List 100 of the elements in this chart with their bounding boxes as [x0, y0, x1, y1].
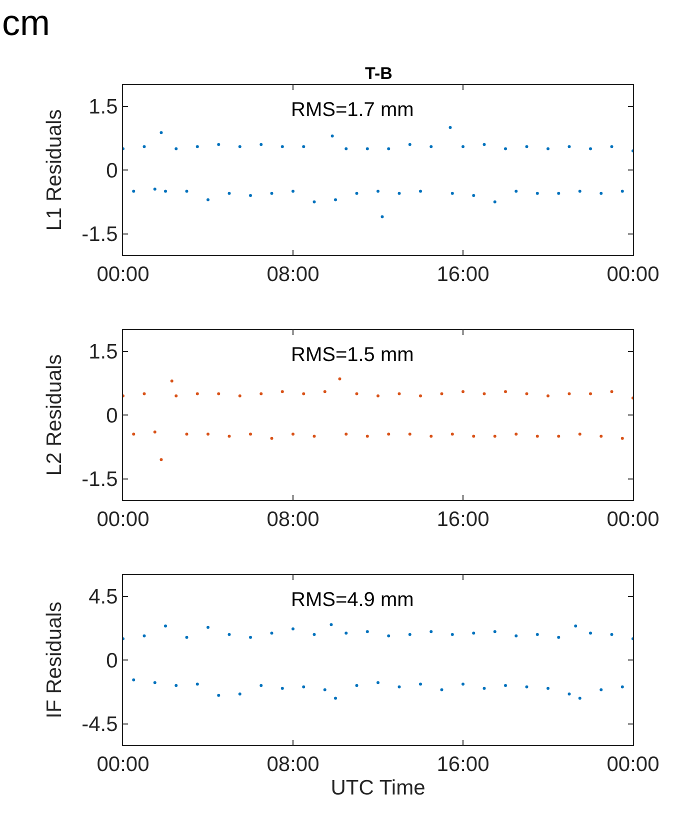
annotation: RMS=1.5 mm [291, 344, 414, 366]
x-axis-title: UTC Time [330, 776, 426, 800]
point [600, 434, 603, 438]
point [430, 434, 433, 438]
point [355, 392, 358, 396]
point [174, 684, 178, 687]
y-tick-label: 1.5 [88, 340, 118, 364]
point [280, 390, 284, 394]
point [312, 434, 316, 438]
point [589, 392, 592, 396]
point [589, 147, 592, 150]
point [462, 390, 464, 394]
y-tick-label: -4.5 [82, 713, 118, 736]
x-tick-label: 16:00 [436, 263, 490, 286]
point [557, 192, 560, 195]
point [568, 692, 571, 696]
point [398, 192, 401, 195]
chart-subtitle: cm [2, 2, 50, 43]
point [280, 145, 284, 148]
point [238, 692, 242, 696]
point [620, 190, 624, 193]
point [504, 390, 507, 394]
point [546, 394, 550, 398]
point [312, 200, 316, 204]
point [132, 432, 136, 436]
point [160, 131, 163, 134]
point [525, 392, 528, 396]
point [546, 686, 550, 690]
point [536, 633, 539, 636]
point [514, 190, 518, 193]
y-tick-label: -1.5 [82, 468, 118, 492]
point [153, 188, 156, 191]
point [482, 686, 486, 690]
point [355, 192, 358, 195]
point [270, 632, 274, 635]
point [440, 392, 444, 396]
point [292, 627, 294, 630]
x-tick-label: 08:00 [266, 508, 320, 532]
point [578, 190, 582, 193]
point [620, 685, 624, 688]
y-axis-title: L2 Residuals [42, 354, 66, 476]
point [462, 682, 464, 686]
point [493, 200, 496, 204]
point [504, 684, 507, 687]
point [620, 436, 624, 440]
point [376, 681, 380, 684]
point [238, 145, 242, 148]
point [260, 143, 263, 146]
y-tick-label: 0 [106, 159, 118, 182]
point [142, 392, 146, 396]
point [408, 143, 412, 146]
point [387, 634, 390, 638]
point [440, 688, 444, 692]
point [338, 377, 342, 380]
point [217, 143, 220, 146]
y-axis-title: IF Residuals [42, 602, 66, 718]
x-tick-label: 00:00 [606, 508, 660, 532]
point [525, 145, 528, 148]
point [482, 143, 486, 146]
point [174, 394, 178, 398]
point [472, 632, 476, 635]
point [610, 390, 614, 394]
y-axis-title: L1 Residuals [42, 109, 66, 231]
point [514, 634, 518, 638]
point [450, 192, 454, 195]
point [387, 432, 390, 436]
x-tick-label: 00:00 [606, 263, 660, 286]
point [292, 190, 294, 193]
point [196, 145, 199, 148]
point [185, 636, 188, 639]
point [589, 632, 592, 635]
point [260, 684, 263, 687]
point [419, 190, 422, 193]
point [132, 678, 136, 682]
point [398, 685, 401, 688]
point [206, 198, 210, 202]
point [323, 390, 326, 394]
point [153, 681, 156, 684]
point [330, 623, 333, 626]
point [536, 434, 539, 438]
point [217, 694, 220, 697]
point [344, 147, 348, 150]
x-tick-label: 08:00 [266, 753, 320, 776]
chart-title: T-B [365, 64, 392, 83]
point [170, 380, 174, 382]
point [472, 434, 476, 438]
x-tick-label: 00:00 [606, 753, 660, 776]
x-tick-label: 16:00 [436, 508, 490, 532]
y-tick-label: 0 [106, 404, 118, 428]
point [228, 633, 231, 636]
point [355, 684, 358, 687]
point [610, 145, 614, 148]
point [228, 192, 231, 195]
point [546, 147, 550, 150]
point [217, 392, 220, 396]
point [493, 434, 496, 438]
x-tick-label: 00:00 [96, 753, 150, 776]
point [228, 434, 231, 438]
point [366, 147, 369, 150]
point [578, 696, 582, 700]
